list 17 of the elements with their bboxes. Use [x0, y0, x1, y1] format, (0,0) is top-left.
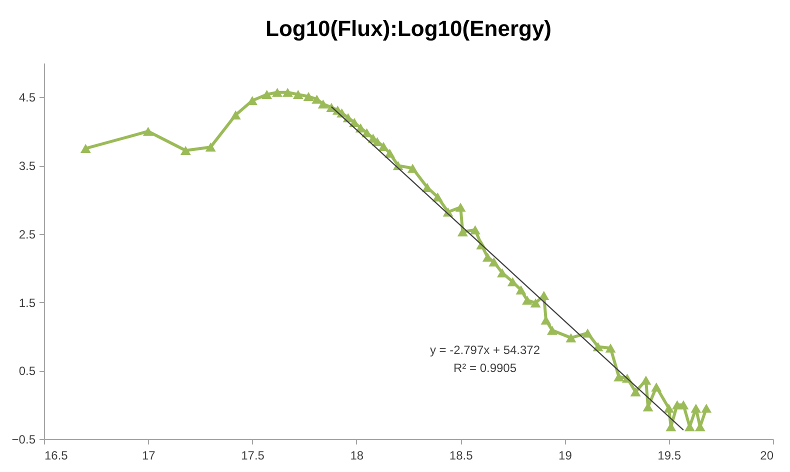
y-tick-label: 3.5 — [18, 159, 36, 174]
x-tick-label: 18.5 — [449, 448, 474, 462]
y-tick-label: −0.5 — [12, 432, 36, 446]
y-tick-label: 1.5 — [18, 296, 36, 310]
x-tick-label: 19.5 — [658, 448, 682, 462]
x-tick-label: 20 — [760, 448, 774, 462]
y-tick-label: 4.5 — [18, 90, 36, 105]
x-tick-label: 17.5 — [241, 448, 265, 462]
x-tick-label: 18 — [350, 448, 364, 462]
y-tick-label: 0.5 — [18, 364, 36, 378]
x-tick-label: 16.5 — [44, 448, 68, 462]
annotation: y = -2.797x + 54.372 — [430, 343, 540, 357]
x-tick-label: 19 — [558, 448, 572, 462]
y-tick-label: 2.5 — [18, 227, 36, 242]
chart-title: Log10(Flux):Log10(Energy) — [265, 16, 552, 41]
x-tick-label: 17 — [142, 448, 156, 462]
annotation: R² = 0.9905 — [453, 361, 517, 375]
